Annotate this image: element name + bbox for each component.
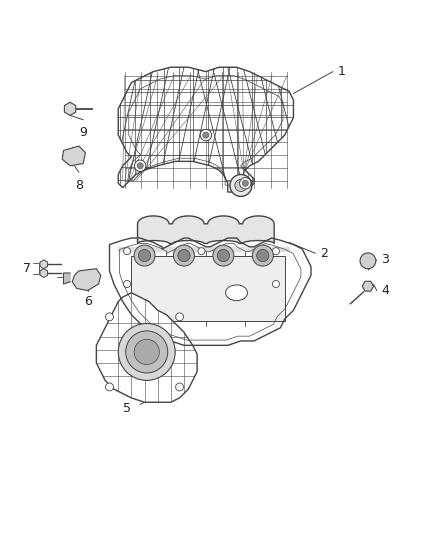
Circle shape: [106, 313, 113, 321]
Polygon shape: [118, 67, 293, 192]
Circle shape: [134, 245, 155, 266]
Polygon shape: [138, 216, 274, 244]
Circle shape: [213, 245, 234, 266]
Circle shape: [272, 248, 279, 255]
Circle shape: [134, 340, 159, 365]
Ellipse shape: [226, 285, 247, 301]
Circle shape: [118, 324, 175, 381]
Circle shape: [106, 383, 113, 391]
Circle shape: [217, 249, 230, 262]
Text: 9: 9: [79, 126, 87, 139]
Circle shape: [240, 177, 251, 189]
Circle shape: [124, 248, 131, 255]
Polygon shape: [64, 273, 70, 284]
Circle shape: [242, 180, 248, 187]
Circle shape: [173, 245, 194, 266]
Text: 1: 1: [119, 321, 127, 334]
Circle shape: [235, 180, 247, 191]
Circle shape: [137, 163, 143, 169]
Polygon shape: [72, 269, 101, 290]
Circle shape: [203, 132, 209, 138]
Circle shape: [176, 313, 184, 321]
Circle shape: [124, 280, 131, 287]
Text: 3: 3: [381, 253, 389, 266]
Polygon shape: [110, 238, 311, 345]
Text: 6: 6: [84, 295, 92, 308]
Circle shape: [176, 383, 184, 391]
Polygon shape: [96, 293, 197, 402]
Polygon shape: [62, 146, 85, 166]
Polygon shape: [118, 67, 293, 192]
Circle shape: [198, 248, 205, 255]
Text: 5: 5: [124, 402, 131, 415]
Circle shape: [134, 160, 146, 172]
Text: 1: 1: [337, 65, 345, 78]
Circle shape: [126, 331, 168, 373]
Polygon shape: [131, 255, 285, 321]
Text: 8: 8: [75, 179, 83, 192]
Text: 7: 7: [23, 262, 31, 275]
Circle shape: [272, 280, 279, 287]
Circle shape: [178, 249, 190, 262]
Circle shape: [200, 130, 212, 141]
Circle shape: [257, 249, 269, 262]
Circle shape: [252, 245, 273, 266]
Circle shape: [230, 174, 252, 197]
Text: 4: 4: [381, 284, 389, 297]
Circle shape: [360, 253, 376, 269]
Circle shape: [138, 249, 151, 262]
Text: 2: 2: [320, 247, 328, 260]
